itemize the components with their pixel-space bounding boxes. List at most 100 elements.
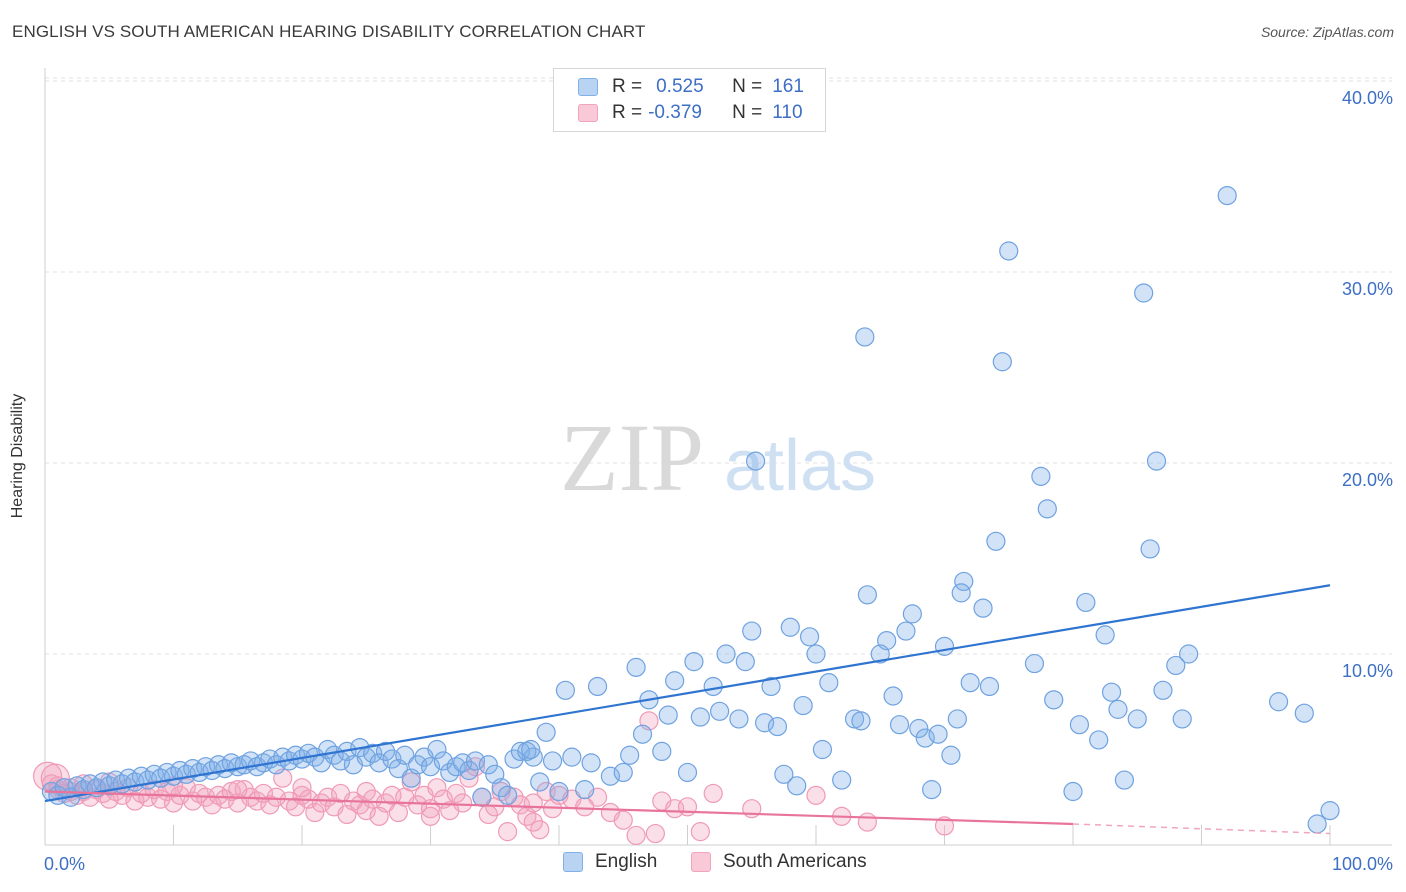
english-point xyxy=(465,751,486,771)
watermark-atlas: atlas xyxy=(724,426,876,506)
english-point xyxy=(575,780,595,800)
y-tick-label: 10.0% xyxy=(1342,661,1393,681)
english-point xyxy=(716,644,736,664)
legend-swatch-english xyxy=(578,78,598,96)
english-point xyxy=(658,705,678,725)
english-point xyxy=(1101,682,1122,702)
english-point xyxy=(851,711,871,731)
english-point xyxy=(613,762,633,783)
english-point xyxy=(562,747,582,767)
south-americans-point xyxy=(453,793,473,813)
x-tick-label: 0.0% xyxy=(44,854,85,874)
legend-item-english[interactable]: English xyxy=(563,851,657,873)
english-point xyxy=(690,707,710,727)
legend-row-south-americans: R = -0.379 N = 110 xyxy=(578,100,803,126)
y-tick-label: 40.0% xyxy=(1342,88,1393,108)
south-americans-point xyxy=(356,781,376,802)
south-americans-point xyxy=(703,783,723,804)
south-americans-point xyxy=(934,816,955,836)
south-americans-point xyxy=(363,789,383,809)
english-point xyxy=(992,352,1012,372)
english-point xyxy=(1095,625,1115,645)
english-point xyxy=(1140,539,1160,559)
english-point xyxy=(1114,770,1135,790)
english-point xyxy=(1044,690,1064,710)
y-axis-label: Hearing Disability xyxy=(9,393,26,519)
english-point xyxy=(780,617,800,637)
english-point xyxy=(1037,499,1057,519)
trend-lines xyxy=(44,584,1331,835)
english-point xyxy=(1166,655,1186,676)
english-point xyxy=(819,673,839,693)
english-point xyxy=(928,724,948,744)
south-americans-label: South Americans xyxy=(723,851,867,872)
legend-item-south-americans[interactable]: South Americans xyxy=(691,851,867,873)
english-point xyxy=(549,781,569,802)
english-point xyxy=(934,636,955,656)
south-americans-point xyxy=(408,795,428,815)
south-americans-point xyxy=(125,791,145,811)
english-trend-line xyxy=(44,584,1331,803)
english-point xyxy=(427,739,447,760)
english-point xyxy=(857,585,878,605)
y-tick-label: 30.0% xyxy=(1342,279,1393,299)
x-tick-labels: 0.0% 100.0% xyxy=(44,854,1393,874)
south-americans-point xyxy=(266,787,286,807)
legend-n-value: 161 xyxy=(772,76,804,97)
south-americans-point xyxy=(530,820,550,840)
english-point xyxy=(677,762,698,783)
english-point xyxy=(986,531,1006,551)
english-point xyxy=(1268,692,1289,712)
south-americans-point xyxy=(163,793,184,813)
english-point xyxy=(729,709,749,729)
english-point xyxy=(793,695,813,716)
south-americans-point xyxy=(626,825,646,846)
south-americans-point xyxy=(645,823,665,844)
south-americans-point xyxy=(305,802,325,823)
english-point xyxy=(600,766,621,786)
english-point xyxy=(703,676,723,697)
english-point xyxy=(587,676,608,697)
english-point xyxy=(832,770,852,790)
english-point xyxy=(774,764,794,784)
english-point xyxy=(536,722,556,742)
south-americans-point xyxy=(292,778,312,798)
english-label: English xyxy=(595,851,658,872)
english-point xyxy=(889,715,910,735)
english-point xyxy=(684,652,704,672)
english-point xyxy=(896,621,916,641)
english-point xyxy=(877,631,897,651)
english-point xyxy=(581,753,601,773)
english-point xyxy=(1108,699,1128,719)
english-point xyxy=(652,741,672,762)
english-point xyxy=(954,571,974,592)
x-tick-label: 100.0% xyxy=(1332,854,1393,874)
english-point xyxy=(542,751,563,771)
south-americans-point xyxy=(806,785,826,805)
english-point xyxy=(478,755,498,775)
legend-row-english: R = 0.525 N = 161 xyxy=(578,74,804,100)
legend-r-label: R = xyxy=(612,102,643,123)
english-point xyxy=(1134,283,1154,303)
english-point xyxy=(909,718,929,739)
grid-lines xyxy=(45,77,1392,655)
south-americans-point xyxy=(446,783,466,804)
correlation-legend: R = 0.525 N = 161 R = -0.379 N = 110 xyxy=(553,68,826,132)
english-point xyxy=(1146,451,1167,471)
english-point xyxy=(883,686,903,706)
south-americans-point xyxy=(523,812,543,832)
series-legend: English South Americans xyxy=(0,851,1406,877)
english-point xyxy=(754,713,775,733)
legend-n-value: 110 xyxy=(772,102,803,123)
y-tick-label: 20.0% xyxy=(1342,470,1393,490)
south-americans-point xyxy=(247,791,267,811)
english-point xyxy=(530,772,550,792)
english-point xyxy=(973,598,993,618)
south-americans-point xyxy=(498,822,518,842)
english-point xyxy=(735,652,755,672)
south-americans-point xyxy=(427,778,447,798)
english-point xyxy=(999,241,1019,261)
south-americans-point xyxy=(260,795,280,815)
english-point xyxy=(761,676,781,697)
